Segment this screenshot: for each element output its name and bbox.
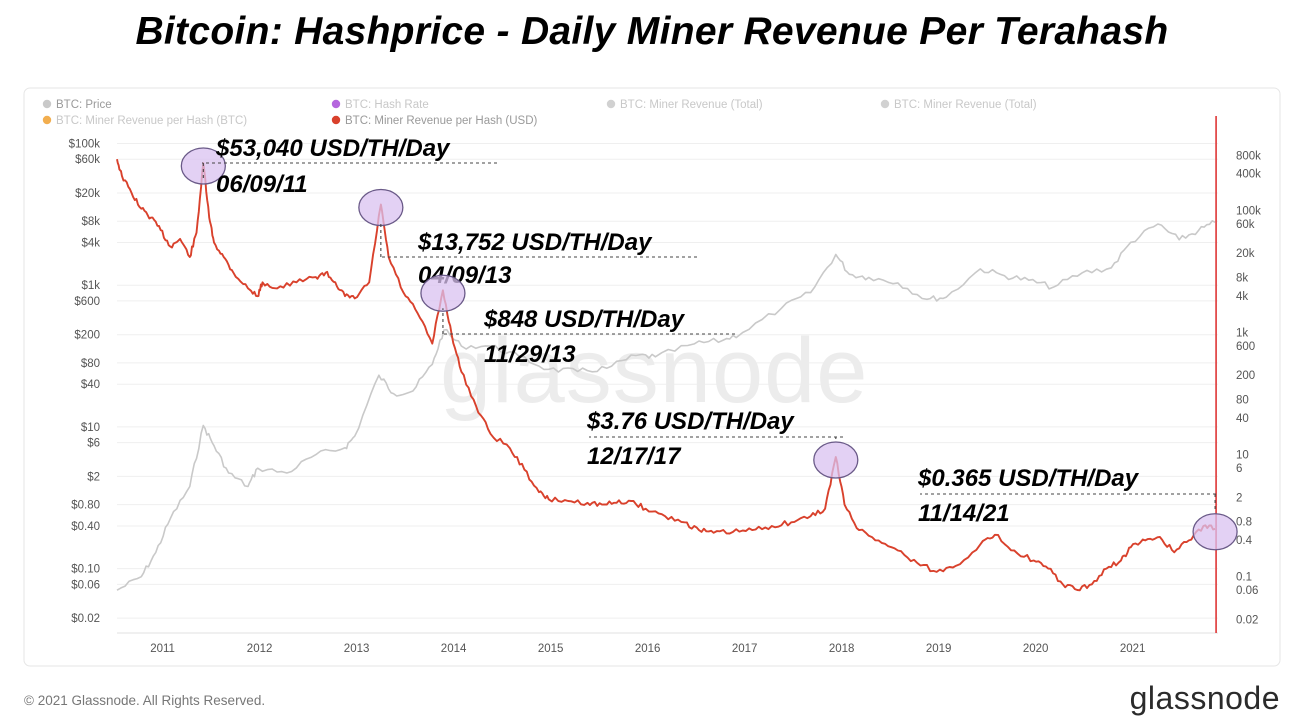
right-tick-label: 0.1 [1236, 572, 1252, 584]
legend-marker [331, 99, 341, 109]
legend-marker [42, 115, 52, 125]
brand-logo-text: glassnode [1129, 680, 1280, 716]
right-tick-label: 60k [1236, 219, 1255, 231]
x-tick-label: 2012 [247, 643, 273, 655]
right-tick-label: 40 [1236, 413, 1249, 425]
left-tick-label: $20k [75, 188, 100, 200]
annotation-date-label: 06/09/11 [216, 171, 308, 198]
right-tick-label: 0.4 [1236, 535, 1253, 547]
right-tick-label: 4k [1236, 291, 1248, 303]
left-tick-label: $80 [81, 358, 100, 370]
left-tick-label: $200 [74, 330, 100, 342]
right-tick-label: 1k [1236, 328, 1248, 340]
annotation-value-label: $3.76 USD/TH/Day [586, 408, 795, 435]
left-tick-label: $8k [81, 216, 100, 228]
copyright-text: © 2021 Glassnode. All Rights Reserved. [24, 693, 266, 708]
legend-marker [42, 99, 52, 109]
legend-label: BTC: Miner Revenue per Hash (BTC) [56, 115, 247, 127]
watermark: glassnode [440, 320, 868, 422]
legend-label: BTC: Miner Revenue per Hash (USD) [345, 115, 538, 127]
legend-label: BTC: Price [56, 99, 112, 111]
annotations: $53,040 USD/TH/Day 06/09/11 $13,752 USD/TH… [180, 135, 1238, 551]
right-tick-label: 10 [1236, 450, 1249, 462]
legend: BTC: Price BTC: Hash Rate BTC: Miner Reven… [42, 99, 1037, 127]
left-tick-label: $0.02 [71, 613, 100, 625]
x-tick-label: 2018 [829, 643, 855, 655]
series-revenue-usd-line [116, 159, 1216, 592]
left-tick-label: $0.06 [71, 579, 100, 591]
annotation-value-label: $848 USD/TH/Day [483, 306, 686, 333]
legend-label: BTC: Miner Revenue (Total) [894, 99, 1037, 111]
left-axis-ticks: $100k $60k $20k $8k $4k $1k $600 $200 $80 $40 $10 $… [69, 138, 101, 625]
left-tick-label: $0.80 [71, 500, 100, 512]
right-tick-label: 0.8 [1236, 517, 1252, 529]
annotation-leader-line [202, 162, 497, 181]
annotation-value-label: $13,752 USD/TH/Day [417, 229, 653, 256]
annotation-date-label: 11/29/13 [484, 341, 576, 368]
annotation-date-label: 11/14/21 [918, 500, 1010, 527]
peak-highlight-circle [420, 274, 466, 312]
right-tick-label: 800k [1236, 150, 1261, 162]
left-tick-label: $4k [81, 238, 100, 250]
right-tick-label: 100k [1236, 205, 1261, 217]
annotation-leader-line [442, 308, 735, 335]
left-tick-label: $60k [75, 154, 100, 166]
x-tick-label: 2015 [538, 643, 564, 655]
right-tick-label: 8k [1236, 272, 1248, 284]
grid [117, 142, 1218, 634]
annotation-leader-line [589, 436, 843, 440]
legend-marker [880, 99, 890, 109]
left-tick-label: $600 [74, 296, 100, 308]
x-tick-label: 2014 [441, 643, 467, 655]
legend-label: BTC: Miner Revenue (Total) [620, 99, 763, 111]
right-tick-label: 6 [1236, 463, 1242, 475]
x-tick-label: 2017 [732, 643, 758, 655]
right-tick-label: 400k [1236, 169, 1261, 181]
x-tick-label: 2016 [635, 643, 661, 655]
right-tick-label: 20k [1236, 248, 1255, 260]
annotation-value-label: $53,040 USD/TH/Day [215, 135, 451, 162]
left-tick-label: $6 [87, 438, 100, 450]
annotation-leader-line [920, 493, 1216, 511]
peak-highlight-circle [358, 188, 404, 227]
left-tick-label: $0.40 [71, 521, 100, 533]
x-tick-label: 2020 [1023, 643, 1049, 655]
left-tick-label: $100k [69, 138, 101, 150]
left-tick-label: $40 [81, 379, 100, 391]
legend-label: BTC: Hash Rate [345, 99, 429, 111]
peak-highlight-circle [813, 441, 859, 479]
annotation-leader-line [380, 222, 697, 258]
x-tick-label: 2013 [344, 643, 370, 655]
annotation-value-label: $0.365 USD/TH/Day [917, 465, 1140, 492]
page-title: Bitcoin: Hashprice - Daily Miner Revenue… [135, 10, 1169, 53]
left-tick-label: $0.10 [71, 564, 100, 576]
x-axis-ticks: 2011 2012 2013 2014 2015 2016 2017 2018 2019 2020… [150, 643, 1145, 655]
right-tick-label: 600 [1236, 341, 1255, 353]
left-tick-label: $10 [81, 422, 100, 434]
right-tick-label: 2 [1236, 492, 1242, 504]
right-tick-label: 0.02 [1236, 614, 1258, 626]
right-tick-label: 200 [1236, 370, 1255, 382]
right-tick-label: 80 [1236, 394, 1249, 406]
x-tick-label: 2019 [926, 643, 952, 655]
legend-marker [606, 99, 616, 109]
legend-marker [331, 115, 341, 125]
series-price-line [116, 220, 1216, 591]
annotation-date-label: 12/17/17 [587, 443, 682, 470]
left-tick-label: $2 [87, 471, 100, 483]
x-tick-label: 2021 [1120, 643, 1146, 655]
chart-frame [23, 87, 1281, 667]
peak-highlight-circle [1192, 513, 1238, 551]
left-tick-label: $1k [81, 280, 100, 292]
x-tick-label: 2011 [150, 643, 175, 655]
right-tick-label: 0.06 [1236, 585, 1258, 597]
